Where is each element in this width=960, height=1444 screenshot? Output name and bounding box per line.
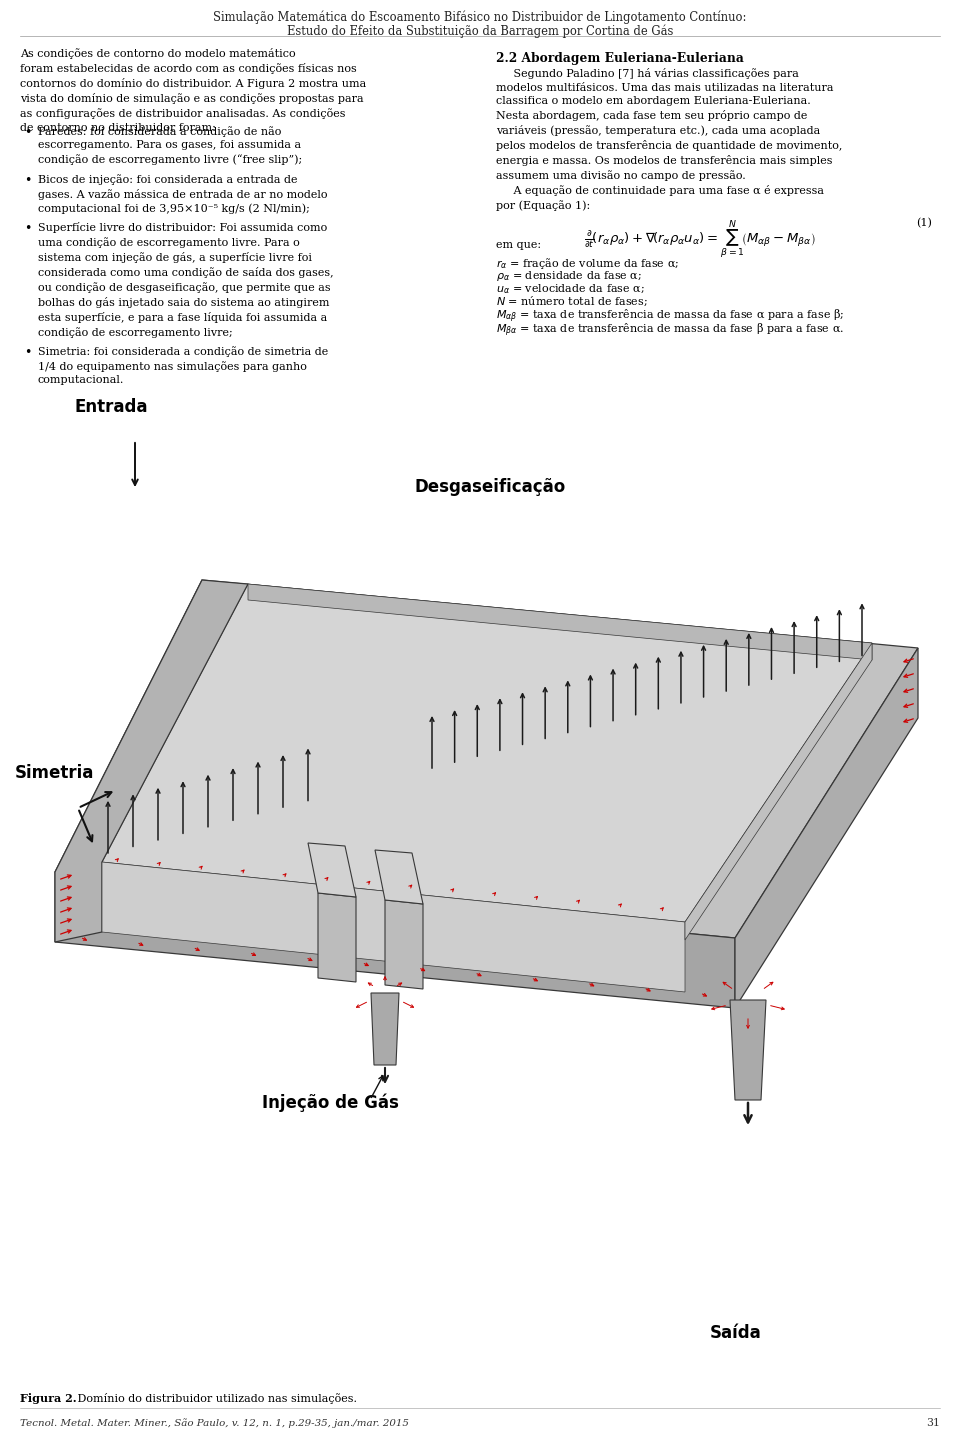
Text: $M_{\alpha\beta}$ = taxa de transferência de massa da fase α para a fase β;: $M_{\alpha\beta}$ = taxa de transferênci…: [496, 308, 844, 325]
Text: •: •: [24, 126, 32, 139]
Polygon shape: [730, 1001, 766, 1100]
Text: Simetria: foi considerada a condição de simetria de
1/4 do equipamento nas simul: Simetria: foi considerada a condição de …: [38, 347, 328, 386]
Polygon shape: [55, 872, 735, 1008]
Polygon shape: [102, 862, 685, 992]
Text: •: •: [24, 222, 32, 235]
Polygon shape: [735, 648, 918, 1008]
Polygon shape: [248, 583, 872, 660]
Text: •: •: [24, 347, 32, 360]
Text: Superfície livre do distribuidor: Foi assumida como
uma condição de escorregamen: Superfície livre do distribuidor: Foi as…: [38, 222, 334, 338]
Polygon shape: [55, 580, 918, 939]
Text: Paredes: foi considerada a condição de não
escorregamento. Para os gases, foi as: Paredes: foi considerada a condição de n…: [38, 126, 302, 165]
Polygon shape: [385, 900, 423, 989]
Text: 2.2 Abordagem Euleriana-Euleriana: 2.2 Abordagem Euleriana-Euleriana: [496, 52, 744, 65]
Text: Bicos de injeção: foi considerada a entrada de
gases. A vazão mássica de entrada: Bicos de injeção: foi considerada a entr…: [38, 173, 327, 214]
Text: Saída: Saída: [710, 1324, 761, 1341]
Text: $N$ = número total de fases;: $N$ = número total de fases;: [496, 295, 648, 308]
Text: $r_{\alpha}$ = fração de volume da fase α;: $r_{\alpha}$ = fração de volume da fase …: [496, 256, 679, 271]
Text: em que:: em que:: [496, 240, 541, 250]
Text: As condições de contorno do modelo matemático
foram estabelecidas de acordo com : As condições de contorno do modelo matem…: [20, 48, 367, 133]
Polygon shape: [371, 993, 399, 1066]
Text: •: •: [24, 173, 32, 188]
Text: Simulação Matemática do Escoamento Bifásico no Distribuidor de Lingotamento Cont: Simulação Matemática do Escoamento Bifás…: [213, 10, 747, 23]
Text: $M_{\beta\alpha}$ = taxa de transferência de massa da fase β para a fase α.: $M_{\beta\alpha}$ = taxa de transferênci…: [496, 322, 844, 339]
Polygon shape: [375, 851, 423, 904]
Polygon shape: [318, 892, 356, 982]
Text: Tecnol. Metal. Mater. Miner., São Paulo, v. 12, n. 1, p.29-35, jan./mar. 2015: Tecnol. Metal. Mater. Miner., São Paulo,…: [20, 1418, 409, 1428]
Text: Simetria: Simetria: [15, 764, 94, 783]
Polygon shape: [685, 643, 872, 940]
Text: Domínio do distribuidor utilizado nas simulações.: Domínio do distribuidor utilizado nas si…: [74, 1393, 357, 1404]
Text: Desgaseificação: Desgaseificação: [415, 478, 566, 495]
Text: $\rho_{\alpha}$ = densidade da fase α;: $\rho_{\alpha}$ = densidade da fase α;: [496, 269, 642, 283]
Polygon shape: [102, 583, 872, 923]
Text: Estudo do Efeito da Substituição da Barragem por Cortina de Gás: Estudo do Efeito da Substituição da Barr…: [287, 25, 673, 38]
Text: (1): (1): [916, 218, 932, 228]
Text: $\frac{\partial}{\partial t}\!\left(r_{\alpha}\rho_{\alpha}\right)+\nabla\!\left: $\frac{\partial}{\partial t}\!\left(r_{\…: [585, 218, 816, 260]
Polygon shape: [55, 580, 248, 941]
Text: 31: 31: [926, 1418, 940, 1428]
Text: Entrada: Entrada: [75, 399, 149, 416]
Text: Segundo Paladino [7] há várias classificações para
modelos multifásicos. Uma das: Segundo Paladino [7] há várias classific…: [496, 68, 842, 211]
Text: $u_{\alpha}$ = velocidade da fase α;: $u_{\alpha}$ = velocidade da fase α;: [496, 282, 645, 296]
Text: Injeção de Gás: Injeção de Gás: [262, 1093, 398, 1112]
Text: Figura 2.: Figura 2.: [20, 1393, 77, 1404]
Polygon shape: [308, 843, 356, 897]
